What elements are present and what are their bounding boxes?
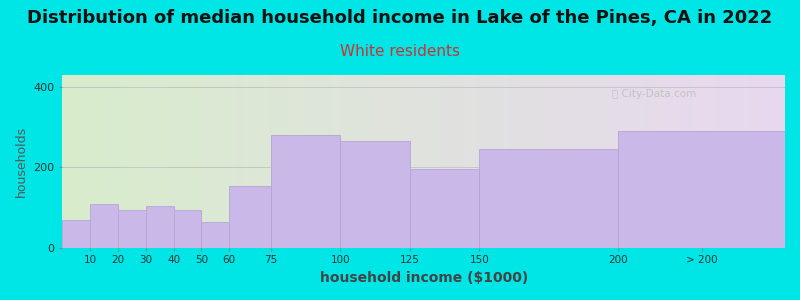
Bar bbox=[90, 204, 118, 248]
Bar bbox=[118, 210, 146, 248]
Text: Distribution of median household income in Lake of the Pines, CA in 2022: Distribution of median household income … bbox=[27, 9, 773, 27]
X-axis label: household income ($1000): household income ($1000) bbox=[319, 271, 528, 285]
Bar bbox=[62, 220, 90, 248]
Bar bbox=[146, 206, 174, 248]
Bar bbox=[479, 149, 618, 248]
Bar bbox=[174, 210, 202, 248]
Bar bbox=[229, 185, 270, 248]
Y-axis label: households: households bbox=[15, 126, 28, 197]
Bar bbox=[270, 135, 340, 248]
Bar bbox=[340, 141, 410, 248]
Bar bbox=[202, 222, 229, 248]
Bar bbox=[410, 169, 479, 248]
Text: ⓘ City-Data.com: ⓘ City-Data.com bbox=[611, 89, 696, 99]
Text: White residents: White residents bbox=[340, 44, 460, 59]
Bar bbox=[618, 131, 785, 248]
